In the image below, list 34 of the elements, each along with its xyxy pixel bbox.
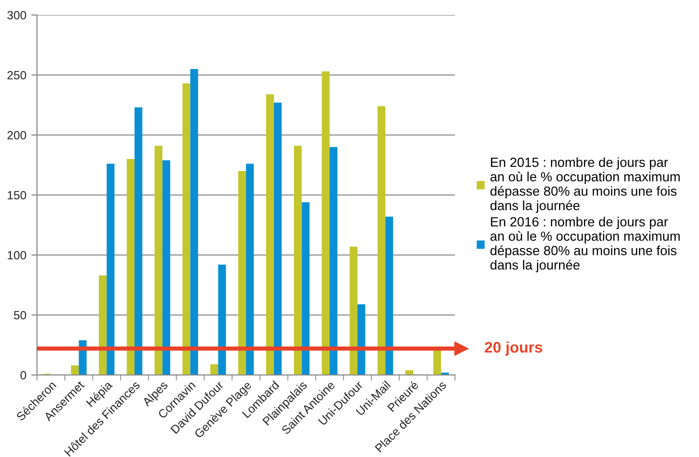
bar bbox=[357, 304, 366, 375]
legend-label: En 2016 : nombre de jours par an où le % occupation maximum dépasse 80% au moins une fois dans la journée bbox=[490, 216, 680, 272]
bar bbox=[266, 94, 274, 375]
bar bbox=[218, 264, 226, 375]
bar bbox=[322, 71, 330, 375]
bar bbox=[302, 202, 310, 375]
y-tick-label: 200 bbox=[7, 131, 26, 140]
legend-label: En 2015 : nombre de jours par an où le % occupation maximum dépasse 80% au moins une fois dans la journée bbox=[490, 157, 680, 213]
y-tick-label: 100 bbox=[8, 251, 26, 260]
bar bbox=[70, 365, 79, 375]
bar bbox=[126, 159, 135, 375]
bar bbox=[134, 107, 142, 375]
y-tick-label: 250 bbox=[7, 71, 26, 80]
bar bbox=[190, 69, 198, 375]
bar bbox=[378, 106, 386, 375]
y-tick-label: 0 bbox=[20, 371, 26, 380]
bar bbox=[182, 83, 190, 375]
bar bbox=[294, 146, 302, 375]
bar bbox=[405, 370, 414, 375]
bar bbox=[106, 164, 114, 375]
bar bbox=[210, 364, 218, 375]
bar bbox=[98, 275, 107, 375]
bar bbox=[162, 160, 170, 375]
bar bbox=[246, 164, 254, 375]
bar bbox=[350, 246, 358, 375]
bar bbox=[238, 171, 246, 375]
bar bbox=[330, 147, 338, 375]
bar bbox=[154, 146, 162, 375]
y-tick-label: 50 bbox=[14, 311, 26, 320]
ref-line-label: 20 jours bbox=[484, 341, 542, 356]
y-tick-label: 150 bbox=[8, 191, 26, 200]
bar bbox=[274, 102, 282, 375]
bar bbox=[385, 216, 394, 375]
y-tick-label: 300 bbox=[7, 11, 26, 20]
